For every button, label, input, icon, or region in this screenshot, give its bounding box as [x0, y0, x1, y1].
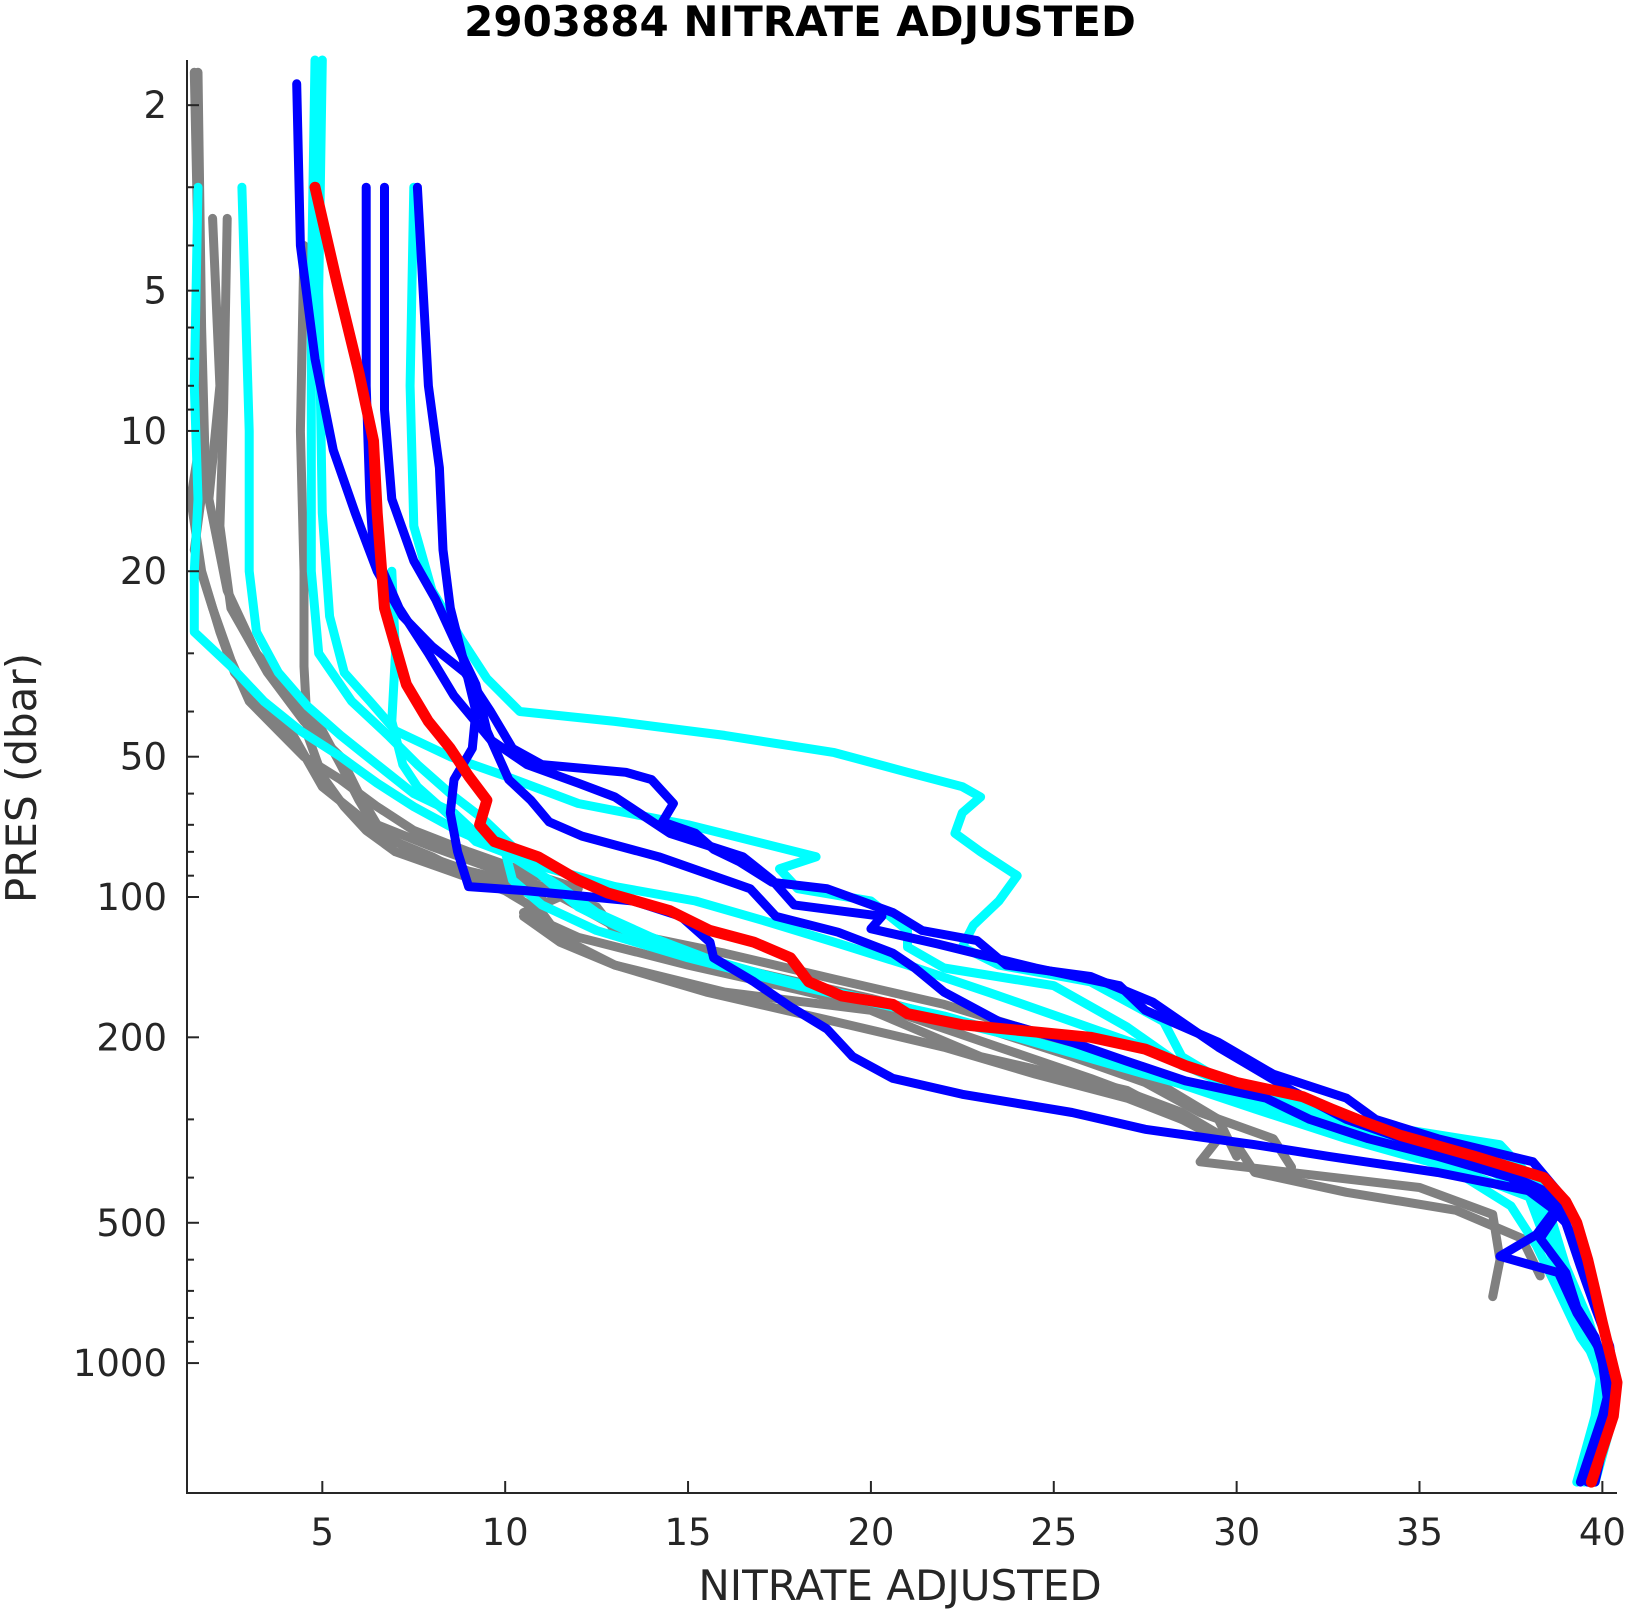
- profile-line-gray-5: [295, 241, 1187, 1124]
- y-tick-label: 2: [143, 84, 167, 127]
- y-axis-label: PRES (dbar): [0, 653, 46, 903]
- y-tick-label: 100: [96, 876, 167, 919]
- x-tick-label: 25: [1030, 1511, 1077, 1554]
- x-tick-label: 5: [311, 1511, 335, 1554]
- x-tick-label: 40: [1579, 1511, 1626, 1554]
- x-tick-label: 35: [1396, 1511, 1443, 1554]
- x-tick-label: 15: [665, 1511, 712, 1554]
- y-tick-label: 1000: [73, 1342, 167, 1385]
- x-axis-label: NITRATE ADJUSTED: [698, 1561, 1101, 1610]
- profile-line-cyan-11: [387, 566, 1615, 1487]
- y-tick-label: 200: [96, 1016, 167, 1059]
- profile-line-blue-14: [380, 182, 1618, 1487]
- y-tick-label: 20: [120, 550, 167, 593]
- profile-line-blue-15: [412, 182, 1622, 1487]
- axes-layer: [186, 60, 1617, 1494]
- profile-line-cyan-7: [237, 182, 1611, 1487]
- y-axis-ticks: 2 5 10 20 50 100 200 500 1000: [73, 84, 199, 1385]
- profile-line-blue-13: [361, 182, 1618, 1487]
- x-axis-ticks: 5 10 15 20 25 30 35 40: [311, 1481, 1626, 1554]
- axes-frame: [186, 60, 1617, 1494]
- profile-line-red-16: [309, 181, 1623, 1488]
- y-tick-label: 10: [120, 410, 167, 453]
- x-tick-label: 30: [1213, 1511, 1260, 1554]
- y-tick-label: 500: [96, 1202, 167, 1245]
- x-tick-label: 20: [847, 1511, 894, 1554]
- profile-line-gray-2: [189, 67, 1545, 1281]
- y-tick-label: 5: [143, 270, 167, 313]
- x-tick-label: 10: [482, 1511, 529, 1554]
- chart-title: 2903884 NITRATE ADJUSTED: [464, 0, 1136, 46]
- series-layer: [186, 55, 1623, 1488]
- y-tick-label: 50: [120, 736, 167, 779]
